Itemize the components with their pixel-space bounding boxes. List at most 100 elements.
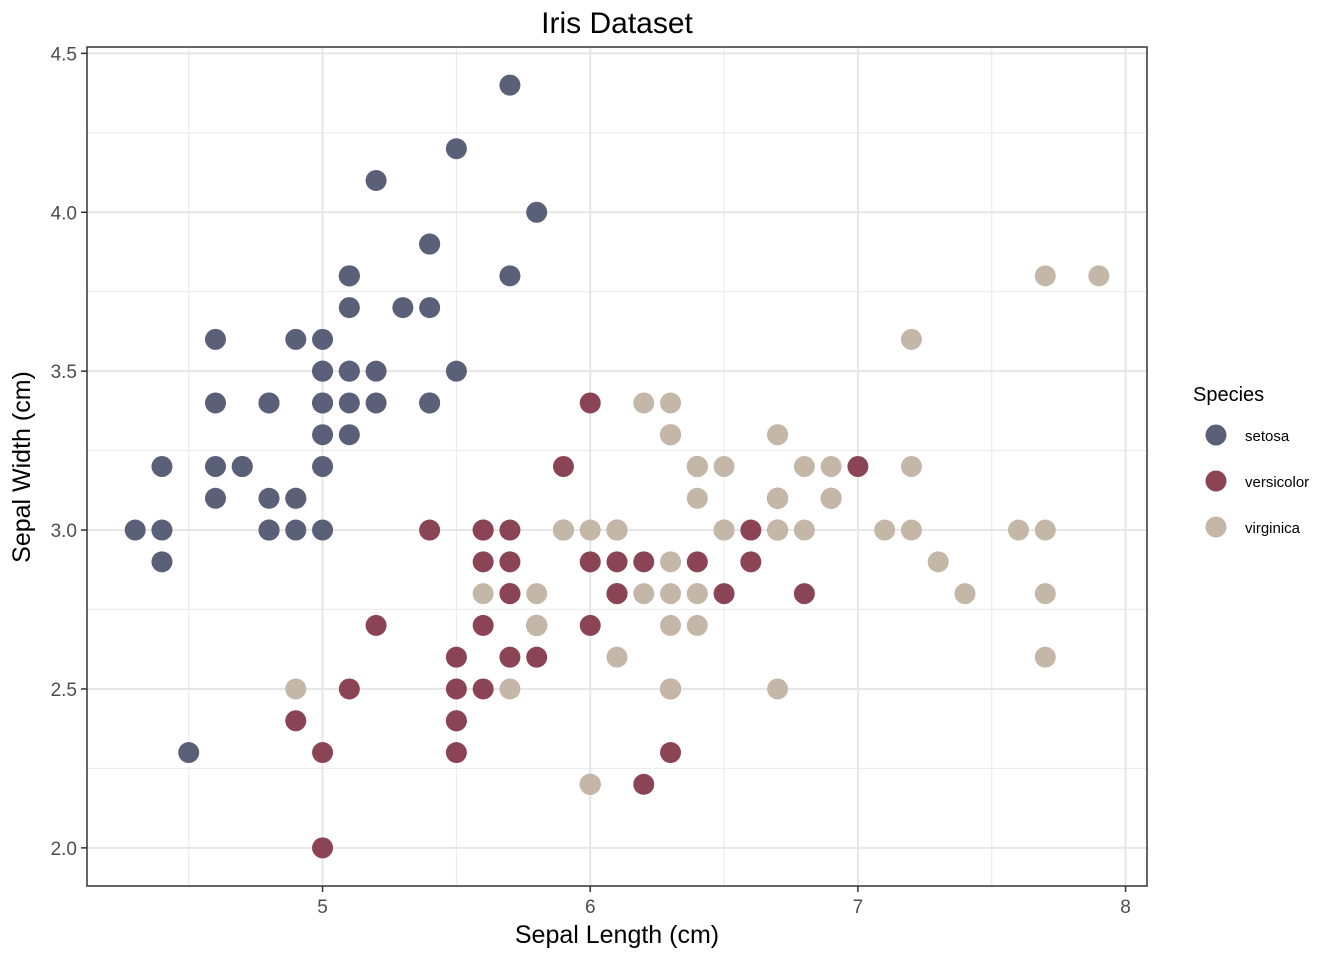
virginica-point	[660, 614, 682, 636]
major-gridlines	[87, 47, 1147, 886]
versicolor-point	[312, 742, 334, 764]
versicolor-point	[526, 646, 548, 668]
setosa-point	[419, 297, 441, 319]
setosa-point	[312, 424, 334, 446]
y-tick-label: 2.5	[51, 680, 77, 701]
virginica-point	[686, 583, 708, 605]
virginica-point	[579, 519, 601, 541]
setosa-point	[204, 392, 226, 414]
versicolor-point	[552, 456, 574, 477]
virginica-point	[526, 583, 548, 605]
versicolor-point	[499, 519, 521, 541]
virginica-point	[900, 456, 922, 477]
versicolor-point	[606, 551, 628, 573]
versicolor-point	[579, 614, 601, 636]
versicolor-point	[445, 646, 467, 668]
x-tick-label: 5	[317, 897, 328, 918]
virginica-point	[499, 678, 521, 700]
setosa-point	[285, 519, 307, 541]
virginica-point	[660, 551, 682, 573]
virginica-point	[660, 583, 682, 605]
setosa-point	[392, 297, 414, 319]
setosa-point	[338, 265, 360, 287]
setosa-point	[258, 392, 280, 414]
virginica-point	[606, 646, 628, 668]
virginica-point	[526, 614, 548, 636]
setosa-point	[204, 487, 226, 509]
setosa-point	[419, 392, 441, 414]
versicolor-point	[499, 583, 521, 605]
setosa-point	[312, 392, 334, 414]
versicolor-point	[660, 742, 682, 764]
setosa-point	[204, 328, 226, 350]
x-tick-label: 8	[1120, 897, 1131, 918]
x-tick-label: 6	[585, 897, 596, 918]
setosa-point	[338, 297, 360, 319]
versicolor-point	[445, 742, 467, 764]
virginica-point	[579, 773, 601, 795]
setosa-point	[312, 360, 334, 382]
data-points	[124, 74, 1110, 859]
legend-label-versicolor: versicolor	[1245, 474, 1309, 491]
virginica-point	[1088, 265, 1110, 287]
virginica-point	[927, 551, 949, 573]
virginica-point	[633, 583, 655, 605]
y-axis-title: Sepal Width (cm)	[8, 371, 36, 563]
virginica-point	[686, 614, 708, 636]
legend-label-virginica: virginica	[1245, 520, 1301, 537]
versicolor-point	[713, 583, 735, 605]
setosa-point	[526, 201, 548, 223]
legend-title: Species	[1193, 384, 1264, 406]
virginica-point	[686, 487, 708, 509]
virginica-point	[660, 424, 682, 446]
virginica-point	[793, 519, 815, 541]
setosa-point	[258, 487, 280, 509]
virginica-point	[552, 519, 574, 541]
versicolor-point	[312, 837, 334, 859]
virginica-point	[285, 678, 307, 700]
virginica-point	[686, 456, 708, 477]
setosa-point	[499, 265, 521, 287]
minor-gridlines	[87, 47, 1147, 886]
setosa-point	[338, 360, 360, 382]
versicolor-point	[445, 710, 467, 732]
versicolor-point	[793, 583, 815, 605]
virginica-point	[713, 519, 735, 541]
legend-label-setosa: setosa	[1245, 428, 1290, 445]
y-tick-label: 3.0	[51, 521, 77, 542]
setosa-point	[338, 424, 360, 446]
versicolor-point	[499, 551, 521, 573]
x-axis-title: Sepal Length (cm)	[515, 921, 719, 949]
virginica-point	[1034, 519, 1056, 541]
virginica-point	[633, 392, 655, 414]
y-tick-label: 4.5	[51, 44, 77, 65]
versicolor-point	[740, 551, 762, 573]
virginica-point	[820, 487, 842, 509]
setosa-point	[312, 519, 334, 541]
setosa-point	[151, 519, 173, 541]
y-tick-label: 4.0	[51, 203, 77, 224]
virginica-point	[1034, 646, 1056, 668]
legend: Species setosa versicolor virginica	[1193, 384, 1309, 538]
setosa-point	[312, 328, 334, 350]
virginica-point	[713, 456, 735, 477]
legend-key-virginica	[1205, 516, 1227, 538]
virginica-point	[820, 456, 842, 477]
versicolor-point	[740, 519, 762, 541]
versicolor-point	[606, 583, 628, 605]
virginica-point	[767, 487, 789, 509]
virginica-point	[793, 456, 815, 477]
setosa-point	[365, 392, 387, 414]
setosa-point	[338, 392, 360, 414]
legend-key-versicolor	[1205, 470, 1227, 492]
virginica-point	[874, 519, 896, 541]
setosa-point	[445, 138, 467, 160]
versicolor-point	[847, 456, 869, 477]
versicolor-point	[499, 646, 521, 668]
setosa-point	[285, 328, 307, 350]
virginica-point	[606, 519, 628, 541]
virginica-point	[1034, 265, 1056, 287]
setosa-point	[365, 169, 387, 191]
virginica-point	[1008, 519, 1030, 541]
